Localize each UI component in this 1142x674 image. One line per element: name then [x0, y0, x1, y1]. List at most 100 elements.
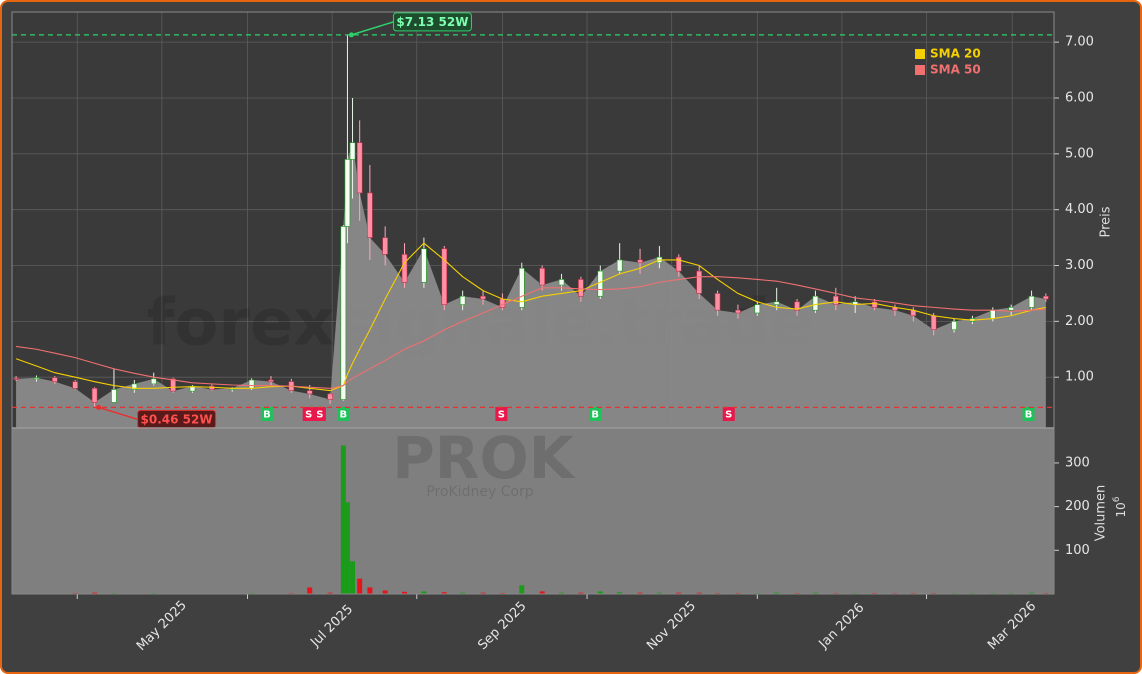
candle-body	[480, 295, 486, 300]
volume-bar	[617, 592, 623, 594]
candle-body	[421, 248, 427, 283]
volume-bar	[350, 561, 356, 594]
y-axis-label: Preis	[1099, 206, 1114, 237]
candle-body	[773, 301, 780, 305]
volume-scale-base: 10	[1114, 502, 1128, 517]
volume-bar	[637, 592, 643, 594]
y-tick-label: 7.00	[1065, 35, 1094, 50]
candle-body	[189, 385, 196, 392]
candle-body	[539, 268, 545, 286]
y-tick-label: 6.00	[1065, 90, 1094, 105]
x-tick-label: Sep 2025	[475, 599, 529, 653]
candle-body	[597, 270, 604, 297]
legend-swatch	[915, 49, 925, 59]
plot-border	[11, 11, 1055, 595]
candle-body	[735, 309, 741, 314]
volume-bar	[382, 590, 388, 594]
candle-body	[72, 381, 79, 389]
legend-label: SMA 50	[930, 63, 981, 77]
annotation-box	[392, 12, 472, 32]
candle-body	[794, 301, 800, 311]
candle-body	[1028, 295, 1035, 308]
candle-body	[696, 270, 702, 294]
candle-body	[616, 259, 623, 272]
candle-body	[871, 301, 878, 308]
volume-bar	[92, 592, 98, 594]
sma-line	[15, 242, 1046, 392]
candle-body	[131, 383, 138, 390]
candle-body	[33, 377, 40, 380]
candle-body	[91, 388, 98, 403]
volume-tick-label: 300	[1065, 455, 1090, 470]
annotation-label: $0.46 52W	[141, 412, 213, 426]
candle-body	[675, 256, 682, 272]
candle-body	[499, 298, 506, 308]
candle-body	[1043, 295, 1049, 300]
legend-label: SMA 20	[930, 47, 981, 61]
candle-body	[327, 393, 333, 400]
candle-body	[150, 378, 157, 385]
candle-body	[382, 237, 388, 255]
candle-body	[578, 279, 584, 297]
signal-box	[337, 407, 350, 421]
signal-label: S	[498, 410, 505, 421]
volume-scale: 106	[1112, 496, 1128, 517]
candle-body	[268, 379, 274, 382]
candle-body	[13, 378, 19, 380]
volume-bar	[812, 592, 818, 594]
volume-axis-label: Volumen	[1094, 485, 1109, 542]
volume-bar	[597, 591, 603, 594]
candle-body	[356, 142, 363, 194]
signal-box	[260, 407, 273, 421]
annotation-arrowhead	[96, 404, 102, 410]
candle-body	[441, 248, 448, 305]
close-area	[16, 142, 1046, 428]
candle-body	[401, 254, 408, 283]
candle-body	[637, 259, 643, 264]
candle-body	[367, 192, 373, 238]
signal-box	[722, 407, 735, 421]
signal-box	[1022, 407, 1035, 421]
volume-bar	[357, 578, 363, 594]
candle-body	[52, 377, 58, 382]
volume-bar	[307, 587, 313, 594]
volume-bar	[367, 587, 373, 594]
candle-body	[833, 295, 839, 305]
candle-body	[111, 389, 117, 403]
volume-scale-exponent: 6	[1112, 496, 1122, 502]
x-tick-label: Jul 2025	[307, 602, 356, 651]
candle-body	[558, 279, 565, 286]
volume-bar	[1029, 592, 1035, 594]
candle-body	[306, 390, 313, 395]
volume-bar	[539, 591, 545, 594]
candle-body	[754, 304, 761, 314]
watermark-symbol: PROK	[392, 424, 575, 492]
volume-bar	[519, 585, 525, 594]
y-tick-label: 4.00	[1065, 202, 1094, 217]
watermark-company: ProKidney Corp	[426, 484, 533, 500]
volume-bar	[460, 592, 466, 594]
candle-body	[248, 379, 255, 389]
candle-body	[518, 268, 525, 308]
signal-box	[589, 407, 602, 421]
volume-bar	[676, 592, 682, 594]
x-tick-label: Mar 2026	[985, 599, 1039, 653]
signal-label: B	[340, 410, 348, 421]
legend-swatch	[915, 65, 925, 75]
annotation-label: $7.13 52W	[396, 15, 468, 29]
y-tick-label: 3.00	[1065, 258, 1094, 273]
candle-body	[812, 295, 819, 311]
candle-body	[714, 293, 721, 311]
x-tick-label: May 2025	[134, 598, 190, 654]
signal-label: B	[1025, 410, 1033, 421]
candle-body	[951, 321, 957, 331]
volume-bar	[421, 591, 427, 594]
candle-body	[349, 142, 356, 160]
volume-bar	[340, 445, 346, 594]
signal-box	[313, 407, 326, 421]
candle-body	[344, 159, 351, 227]
y-tick-label: 1.00	[1065, 370, 1094, 385]
volume-tick-label: 100	[1065, 543, 1090, 558]
volume-bar	[696, 592, 702, 594]
